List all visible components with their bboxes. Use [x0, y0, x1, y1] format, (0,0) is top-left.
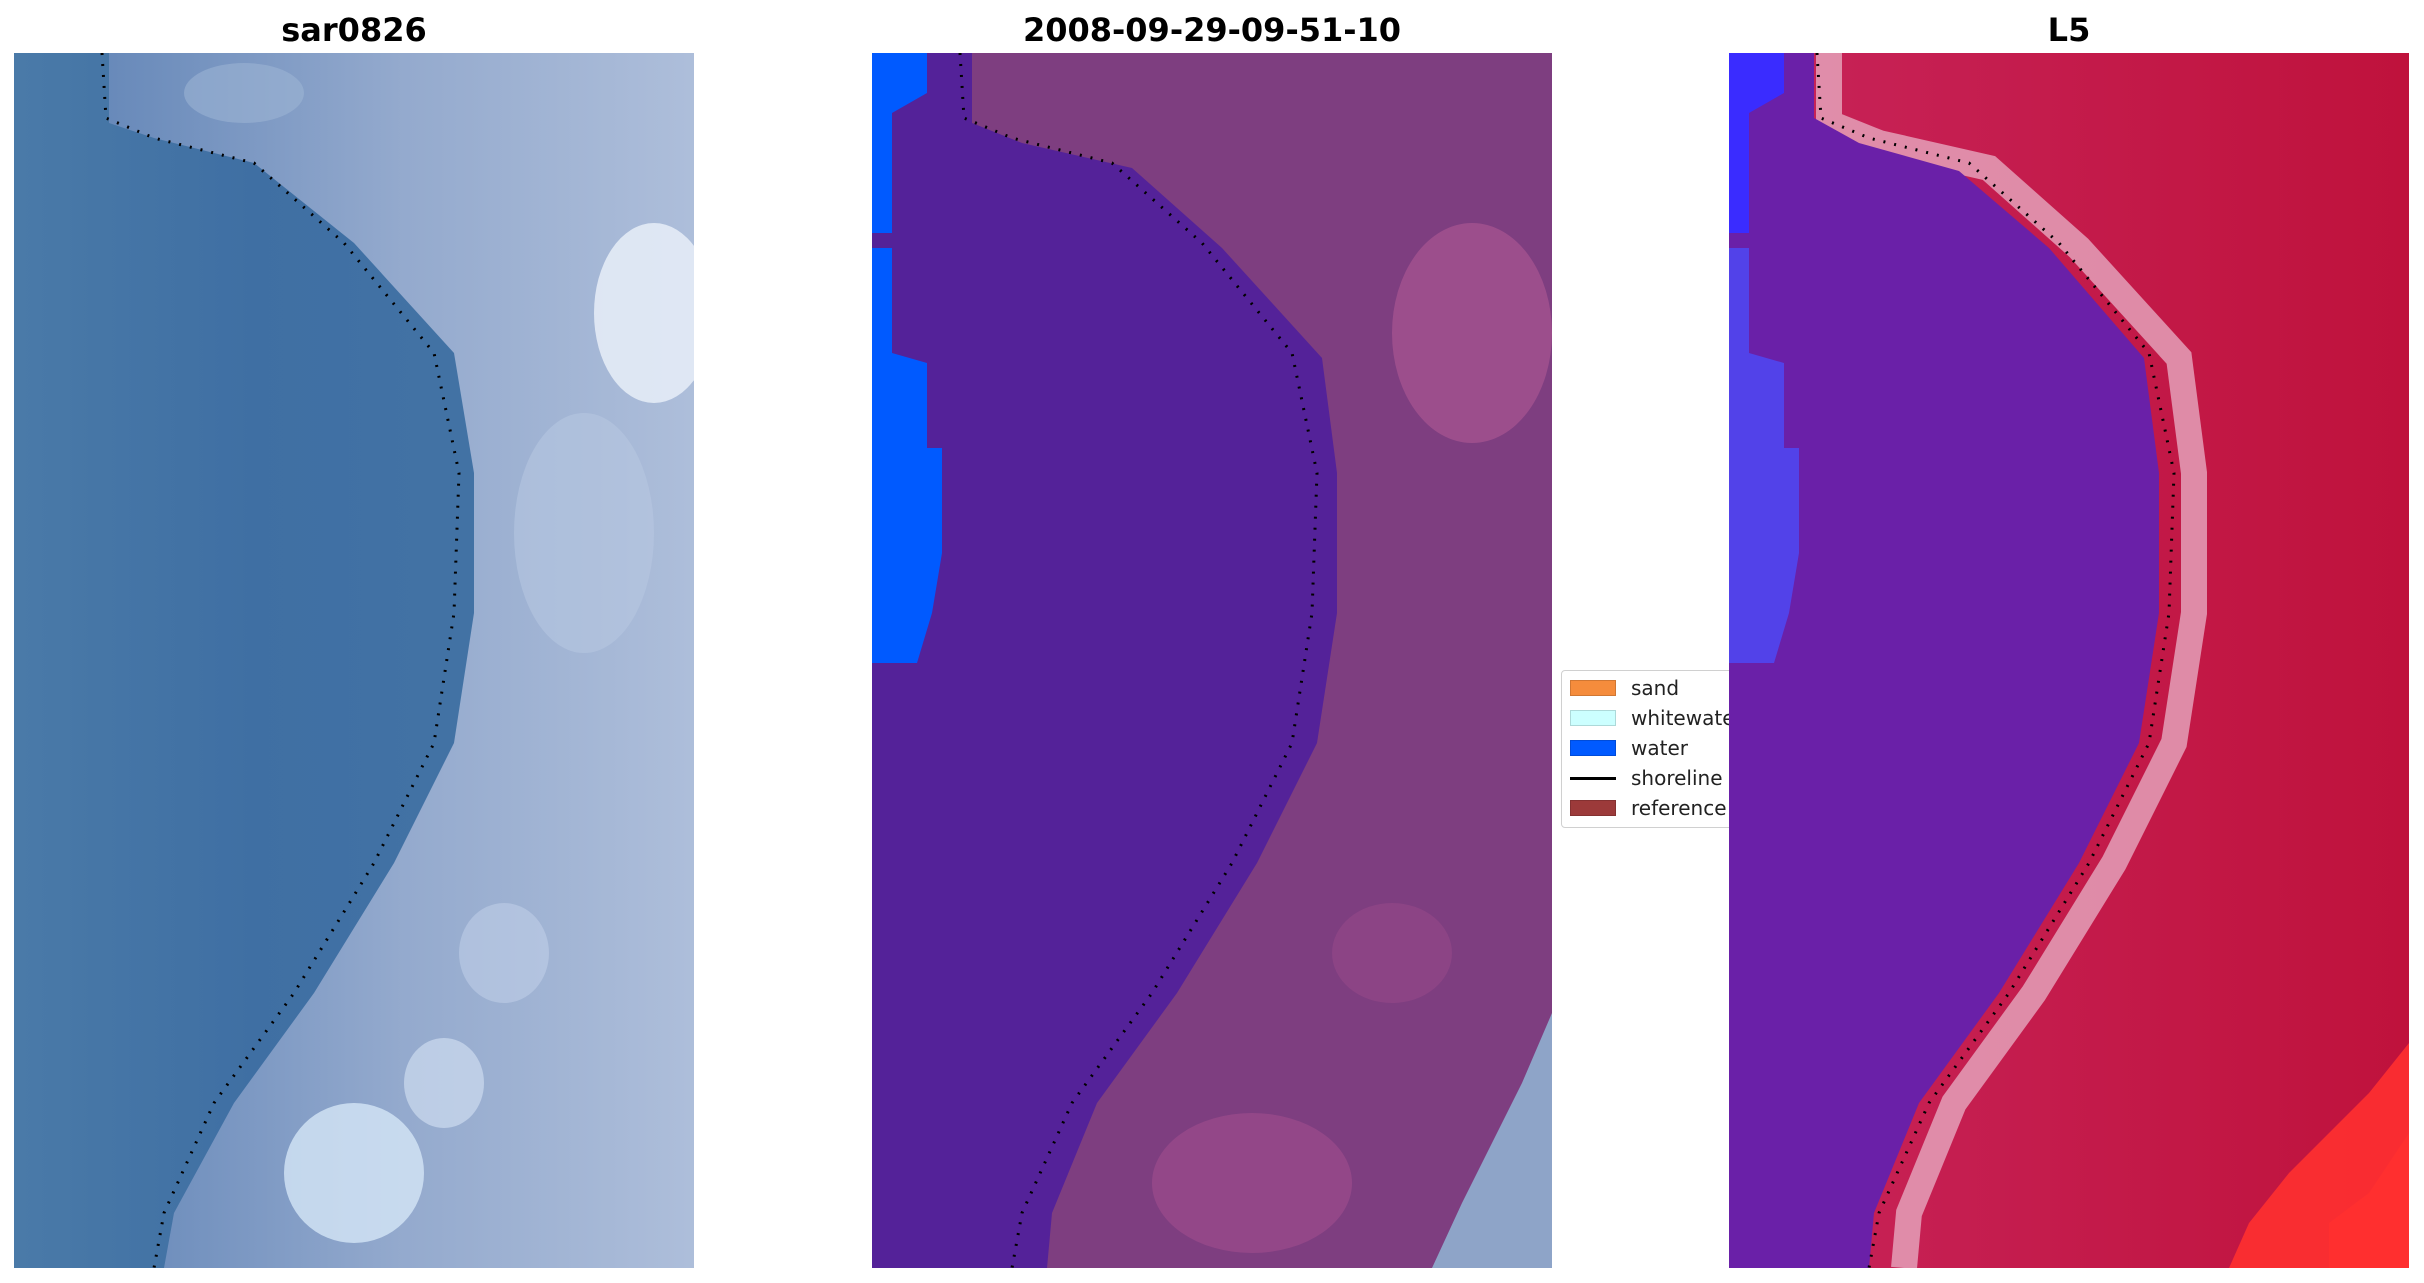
legend-item-whitewater: whitewater	[1570, 705, 1743, 731]
legend-label-water: water	[1631, 736, 1688, 760]
legend-item-water: water	[1570, 735, 1688, 761]
legend-swatch-sand	[1570, 680, 1616, 696]
legend-label-sand: sand	[1631, 676, 1680, 700]
legend-line-shoreline	[1570, 776, 1616, 780]
legend-swatch-water	[1570, 740, 1616, 756]
classified-image	[872, 53, 1552, 1268]
legend-item-shoreline: shoreline	[1570, 765, 1723, 791]
legend-swatch-whitewater	[1570, 710, 1616, 726]
rgb-image-panel	[14, 53, 694, 1268]
panel-title-rgb: sar0826	[281, 11, 427, 49]
legend: sand whitewater water shoreline referenc…	[1561, 670, 1751, 828]
legend-swatch-reference-shoreline	[1570, 800, 1616, 816]
panel-title-index: L5	[2047, 11, 2091, 49]
panel-title-classified: 2008-09-29-09-51-10	[1022, 11, 1402, 49]
classified-image-panel	[872, 53, 1552, 1268]
index-image	[1729, 53, 2409, 1268]
legend-item-reference-shoreline: reference shoreline	[1570, 795, 1750, 821]
legend-item-sand: sand	[1570, 675, 1679, 701]
legend-label-whitewater: whitewater	[1631, 706, 1743, 730]
legend-label-shoreline: shoreline	[1631, 766, 1723, 790]
rgb-image	[14, 53, 694, 1268]
index-image-panel	[1729, 53, 2409, 1268]
